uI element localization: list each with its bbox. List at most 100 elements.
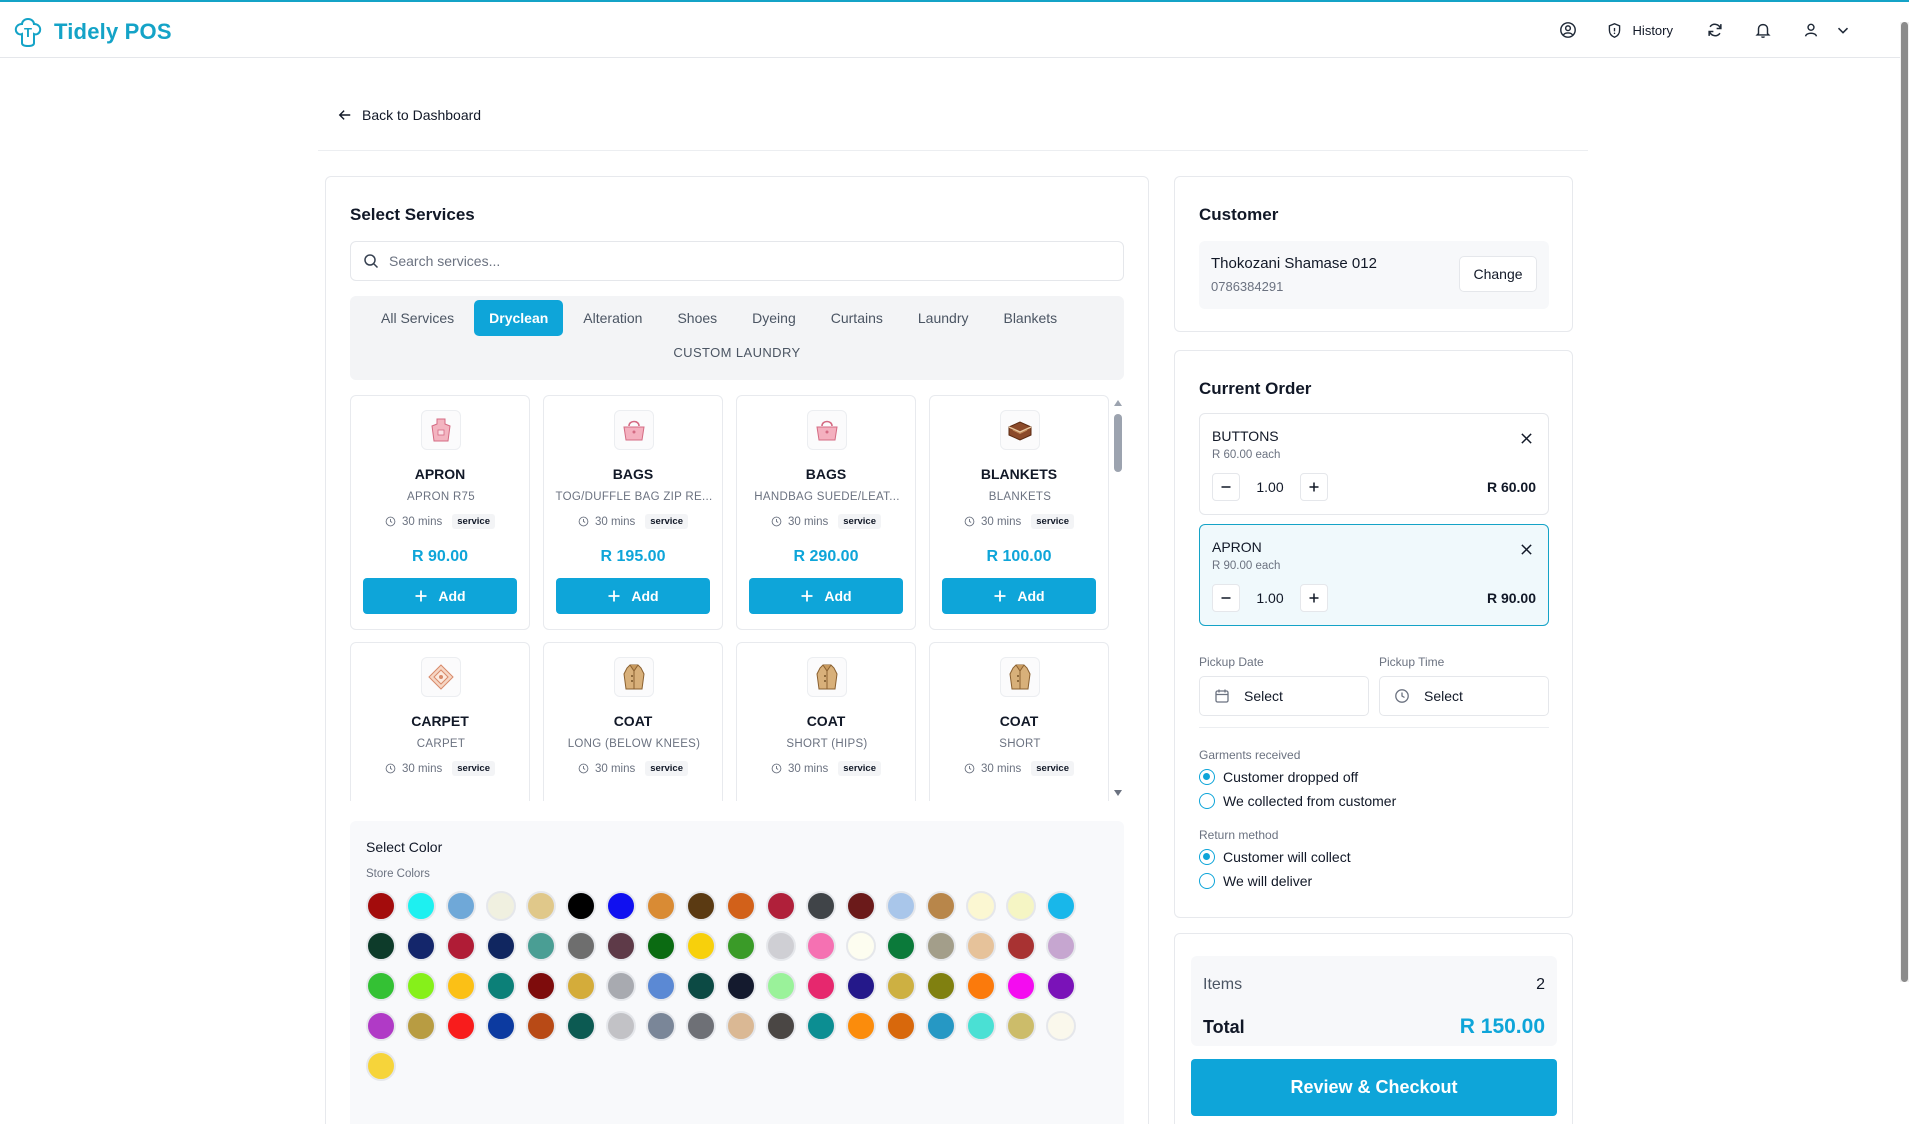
- color-swatch[interactable]: [366, 971, 396, 1001]
- scroll-down-icon[interactable]: [1114, 790, 1122, 796]
- add-service-button[interactable]: Add: [363, 578, 517, 614]
- add-service-button[interactable]: Add: [942, 578, 1096, 614]
- color-swatch[interactable]: [566, 1011, 596, 1041]
- color-swatch[interactable]: [726, 971, 756, 1001]
- tab-laundry[interactable]: Laundry: [917, 310, 969, 326]
- decrease-button[interactable]: [1212, 473, 1240, 501]
- color-swatch[interactable]: [926, 971, 956, 1001]
- color-swatch[interactable]: [686, 891, 716, 921]
- service-card[interactable]: BAGS TOG/DUFFLE BAG ZIP RE... 30 mins servi…: [543, 395, 723, 630]
- color-swatch[interactable]: [526, 971, 556, 1001]
- remove-item-button[interactable]: [1518, 541, 1534, 557]
- color-swatch[interactable]: [366, 1011, 396, 1041]
- color-swatch[interactable]: [1046, 1011, 1076, 1041]
- color-swatch[interactable]: [1046, 971, 1076, 1001]
- services-grid-scrollbar[interactable]: [1112, 400, 1124, 796]
- service-card[interactable]: BLANKETS BLANKETS 30 mins service R 100.00 Ad…: [929, 395, 1109, 630]
- radio-we-collected[interactable]: We collected from customer: [1199, 793, 1396, 809]
- color-swatch[interactable]: [966, 891, 996, 921]
- color-swatch[interactable]: [526, 931, 556, 961]
- user-circle-icon[interactable]: [1556, 18, 1580, 42]
- color-swatch[interactable]: [646, 891, 676, 921]
- color-swatch[interactable]: [886, 931, 916, 961]
- color-swatch[interactable]: [806, 1011, 836, 1041]
- color-swatch[interactable]: [926, 891, 956, 921]
- color-swatch[interactable]: [1046, 891, 1076, 921]
- search-box[interactable]: [350, 241, 1124, 281]
- color-swatch[interactable]: [726, 931, 756, 961]
- color-swatch[interactable]: [966, 971, 996, 1001]
- color-swatch[interactable]: [566, 931, 596, 961]
- color-swatch[interactable]: [446, 971, 476, 1001]
- increase-button[interactable]: [1300, 473, 1328, 501]
- history-button[interactable]: History: [1606, 22, 1673, 39]
- change-customer-button[interactable]: Change: [1459, 256, 1537, 292]
- tab-curtains[interactable]: Curtains: [830, 310, 883, 326]
- color-swatch[interactable]: [846, 931, 876, 961]
- tab-dryclean[interactable]: Dryclean: [474, 300, 564, 336]
- refresh-icon[interactable]: [1703, 18, 1727, 42]
- order-item[interactable]: BUTTONS R 60.00 each 1.00 R 60.00: [1199, 413, 1549, 515]
- color-swatch[interactable]: [606, 1011, 636, 1041]
- tab-custom-laundry[interactable]: CUSTOM LAUNDRY: [673, 345, 801, 360]
- service-card[interactable]: BAGS HANDBAG SUEDE/LEAT... 30 mins service R…: [736, 395, 916, 630]
- color-swatch[interactable]: [686, 1011, 716, 1041]
- color-swatch[interactable]: [686, 971, 716, 1001]
- add-service-button[interactable]: Add: [556, 578, 710, 614]
- color-swatch[interactable]: [766, 971, 796, 1001]
- back-to-dashboard-link[interactable]: Back to Dashboard: [338, 107, 481, 123]
- color-swatch[interactable]: [966, 1011, 996, 1041]
- bell-icon[interactable]: [1751, 18, 1775, 42]
- quantity-value[interactable]: 1.00: [1256, 590, 1284, 606]
- color-swatch[interactable]: [926, 931, 956, 961]
- color-swatch[interactable]: [646, 971, 676, 1001]
- service-card[interactable]: CARPET CARPET 30 mins service: [350, 642, 530, 801]
- color-swatch[interactable]: [446, 1011, 476, 1041]
- tab-all-services[interactable]: All Services: [381, 310, 455, 326]
- tab-alteration[interactable]: Alteration: [583, 310, 643, 326]
- radio-customer-dropped-off[interactable]: Customer dropped off: [1199, 769, 1358, 785]
- color-swatch[interactable]: [366, 931, 396, 961]
- service-card[interactable]: COAT SHORT (HIPS) 30 mins service: [736, 642, 916, 801]
- pickup-time-picker[interactable]: Select: [1379, 676, 1549, 716]
- radio-dot-checked[interactable]: [1199, 769, 1215, 785]
- color-swatch[interactable]: [606, 891, 636, 921]
- color-swatch[interactable]: [886, 971, 916, 1001]
- color-swatch[interactable]: [606, 971, 636, 1001]
- color-swatch[interactable]: [1006, 931, 1036, 961]
- page-scrollbar-thumb[interactable]: [1901, 22, 1908, 982]
- color-swatch[interactable]: [486, 1011, 516, 1041]
- color-swatch[interactable]: [1006, 1011, 1036, 1041]
- color-swatch[interactable]: [366, 891, 396, 921]
- service-card[interactable]: COAT LONG (BELOW KNEES) 30 mins service: [543, 642, 723, 801]
- color-swatch[interactable]: [846, 971, 876, 1001]
- service-card[interactable]: COAT SHORT 30 mins service: [929, 642, 1109, 801]
- quantity-value[interactable]: 1.00: [1256, 479, 1284, 495]
- color-swatch[interactable]: [606, 931, 636, 961]
- color-swatch[interactable]: [646, 931, 676, 961]
- user-icon[interactable]: [1799, 18, 1823, 42]
- pickup-date-picker[interactable]: Select: [1199, 676, 1369, 716]
- color-swatch[interactable]: [486, 971, 516, 1001]
- scroll-up-icon[interactable]: [1114, 400, 1122, 406]
- decrease-button[interactable]: [1212, 584, 1240, 612]
- color-swatch[interactable]: [646, 1011, 676, 1041]
- color-swatch[interactable]: [406, 971, 436, 1001]
- color-swatch[interactable]: [486, 931, 516, 961]
- color-swatch[interactable]: [366, 1051, 396, 1081]
- color-swatch[interactable]: [406, 1011, 436, 1041]
- radio-dot[interactable]: [1199, 793, 1215, 809]
- color-swatch[interactable]: [846, 891, 876, 921]
- color-swatch[interactable]: [926, 1011, 956, 1041]
- radio-customer-will-collect[interactable]: Customer will collect: [1199, 849, 1351, 865]
- color-swatch[interactable]: [406, 931, 436, 961]
- color-swatch[interactable]: [1006, 891, 1036, 921]
- services-scroll-thumb[interactable]: [1114, 414, 1122, 472]
- tab-shoes[interactable]: Shoes: [677, 310, 718, 326]
- radio-dot-checked[interactable]: [1199, 849, 1215, 865]
- color-swatch[interactable]: [1006, 971, 1036, 1001]
- service-card[interactable]: APRON APRON R75 30 mins service R 90.00 Add: [350, 395, 530, 630]
- color-swatch[interactable]: [806, 931, 836, 961]
- color-swatch[interactable]: [526, 1011, 556, 1041]
- color-swatch[interactable]: [806, 971, 836, 1001]
